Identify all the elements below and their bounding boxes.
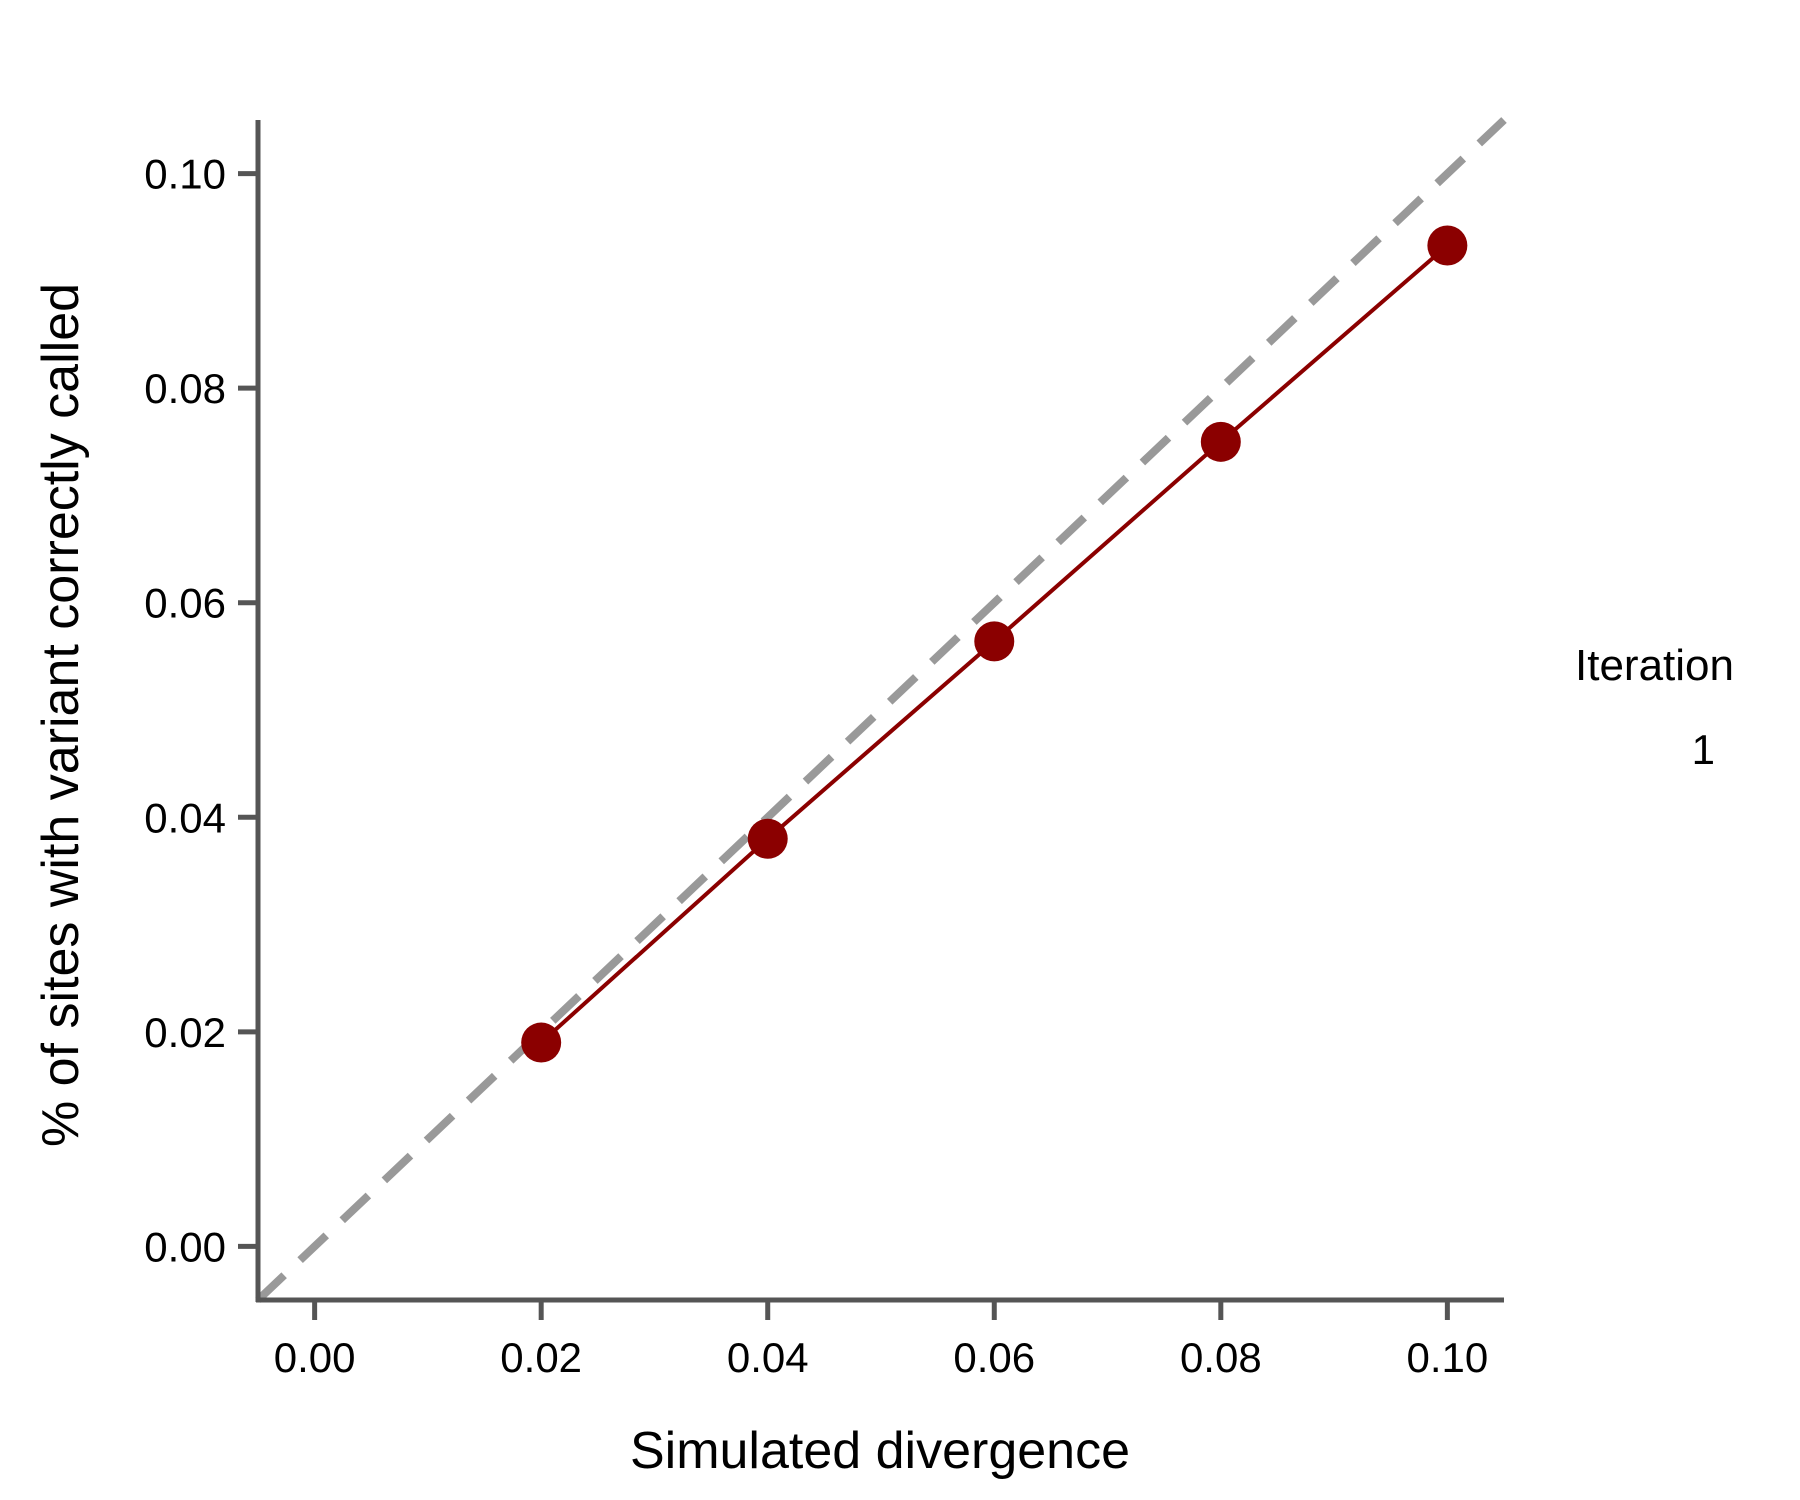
x-tick-label: 0.10 xyxy=(1406,1334,1488,1381)
y-tick-label: 0.02 xyxy=(144,1009,226,1056)
x-tick-label: 0.06 xyxy=(953,1334,1035,1381)
y-tick-label: 0.06 xyxy=(144,580,226,627)
x-tick-label: 0.00 xyxy=(274,1334,356,1381)
data-point xyxy=(1427,225,1468,266)
legend: Iteration 1 xyxy=(1575,641,1734,773)
series-layer xyxy=(521,225,1468,1063)
y-tick-label: 0.08 xyxy=(144,365,226,412)
reference-layer xyxy=(255,117,1507,1303)
x-axis-title: Simulated divergence xyxy=(630,1422,1130,1480)
x-tick-label: 0.02 xyxy=(500,1334,582,1381)
y-tick-label: 0.04 xyxy=(144,794,226,841)
data-point xyxy=(521,1022,562,1063)
identity-reference-line xyxy=(255,117,1507,1303)
data-point xyxy=(1200,421,1241,462)
data-point xyxy=(974,621,1015,662)
legend-title: Iteration xyxy=(1575,641,1734,690)
legend-entry-label: 1 xyxy=(1692,726,1715,773)
x-tick-label: 0.04 xyxy=(727,1334,809,1381)
y-axis-title: % of sites with variant correctly called xyxy=(32,283,90,1147)
ticks-layer: 0.00 0.02 0.04 0.06 0.08 0.10 0.00 0.02 0.04 0.06… xyxy=(144,151,1488,1381)
axes-layer xyxy=(255,120,1504,1303)
y-tick-label: 0.10 xyxy=(144,151,226,198)
data-point xyxy=(747,818,788,859)
y-tick-label: 0.00 xyxy=(144,1223,226,1270)
x-tick-label: 0.08 xyxy=(1180,1334,1262,1381)
